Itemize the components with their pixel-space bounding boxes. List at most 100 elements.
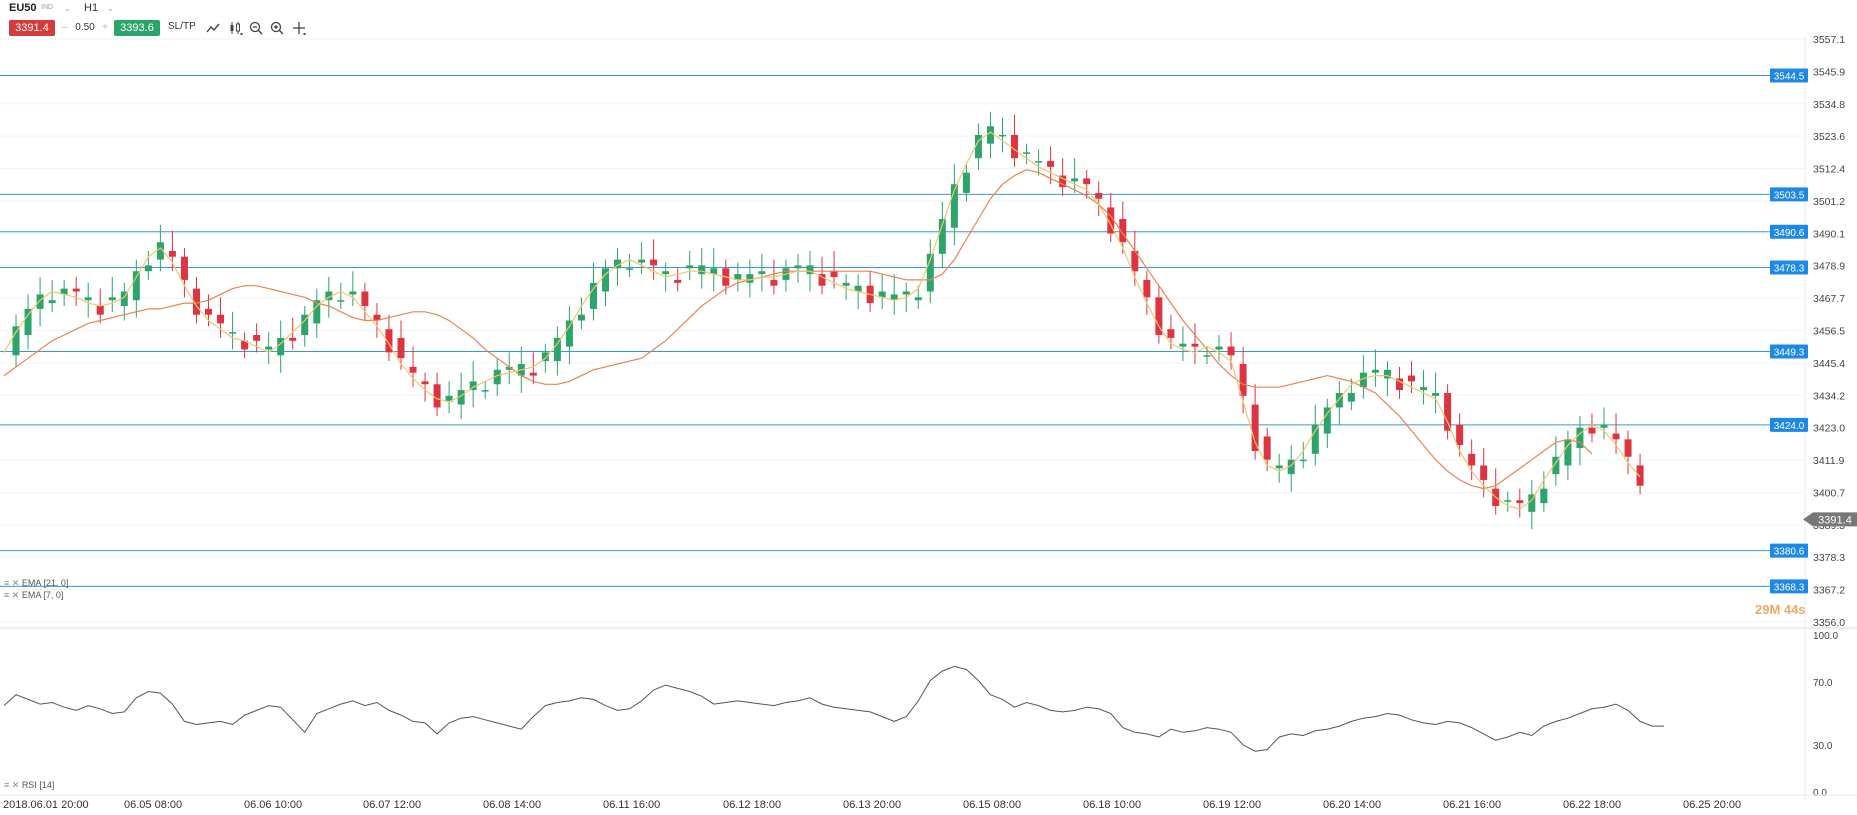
x-tick-label: 06.13 20:00 bbox=[843, 799, 901, 811]
candle-body bbox=[1155, 297, 1163, 335]
drag-handle-icon[interactable]: ≡ ✕ bbox=[4, 780, 20, 790]
level-tag-label: 3368.3 bbox=[1774, 582, 1805, 593]
candle-body bbox=[938, 219, 946, 254]
x-tick-label: 06.21 16:00 bbox=[1443, 799, 1501, 811]
x-tick-label: 06.22 18:00 bbox=[1563, 799, 1621, 811]
candle-body bbox=[1383, 369, 1391, 379]
candle-body bbox=[144, 265, 152, 272]
candle-body bbox=[1636, 465, 1644, 486]
timeframe-chevron-icon[interactable]: ⌄ bbox=[107, 4, 114, 13]
timeframe-select[interactable]: H1 bbox=[84, 2, 99, 14]
level-tag-label: 3424.0 bbox=[1774, 421, 1805, 432]
candle-body bbox=[674, 279, 682, 283]
candle-body bbox=[842, 282, 850, 286]
symbol-chevron-icon[interactable]: ⌄ bbox=[64, 4, 71, 13]
candle-body bbox=[277, 337, 285, 356]
y-tick-label: 3423.0 bbox=[1813, 423, 1845, 435]
candle-body bbox=[421, 381, 429, 385]
rsi-tick-label: 100.0 bbox=[1813, 631, 1838, 642]
candle-body bbox=[1167, 329, 1175, 338]
candle-body bbox=[1047, 161, 1055, 167]
y-tick-label: 3445.4 bbox=[1813, 358, 1845, 370]
level-tag bbox=[1770, 417, 1808, 432]
candle-body bbox=[974, 134, 982, 159]
candle-body bbox=[818, 274, 826, 286]
candle-body bbox=[168, 250, 176, 257]
rsi-line bbox=[3, 665, 1665, 752]
symbol-name[interactable]: EU50 bbox=[9, 2, 37, 14]
current-price-label: 3391.4 bbox=[1818, 514, 1852, 526]
candle-body bbox=[794, 265, 802, 269]
candle-body bbox=[1600, 424, 1608, 428]
candle-body bbox=[1456, 424, 1464, 446]
candle-body bbox=[24, 308, 32, 335]
candles-icon[interactable] bbox=[228, 20, 244, 36]
candle-body bbox=[1095, 192, 1103, 199]
y-tick-label: 3545.9 bbox=[1813, 66, 1845, 78]
sltp-button[interactable]: SL/TP bbox=[168, 21, 196, 32]
crosshair-icon[interactable] bbox=[291, 20, 307, 36]
volume-stepper[interactable]: – 0.50 + bbox=[60, 20, 110, 36]
candle-body bbox=[626, 268, 634, 270]
rsi-legend[interactable]: ≡ ✕ RSI [14] bbox=[4, 780, 54, 791]
candle-body bbox=[96, 306, 104, 315]
y-tick-label: 3501.2 bbox=[1813, 196, 1845, 208]
candle-body bbox=[1251, 404, 1259, 451]
candle-body bbox=[1335, 392, 1343, 408]
candle-body bbox=[12, 326, 20, 356]
candle-body bbox=[1468, 453, 1476, 466]
ema21-label: EMA [21, 0] bbox=[21, 578, 69, 588]
candle-body bbox=[914, 297, 922, 301]
plus-icon[interactable]: + bbox=[102, 22, 108, 33]
x-tick-label: 06.12 18:00 bbox=[723, 799, 781, 811]
candle-body bbox=[1239, 363, 1247, 396]
candle-body bbox=[1480, 465, 1488, 480]
candle-body bbox=[253, 334, 261, 341]
ema7-legend[interactable]: ≡ ✕ EMA [7, 0] bbox=[4, 590, 63, 601]
candle-body bbox=[962, 172, 970, 193]
y-tick-label: 3557.1 bbox=[1813, 34, 1845, 46]
candle-body bbox=[1444, 392, 1452, 431]
candle-body bbox=[854, 285, 862, 292]
candle-body bbox=[638, 259, 646, 263]
candle-body bbox=[710, 268, 718, 275]
candle-body bbox=[1359, 372, 1367, 388]
candle-body bbox=[1287, 459, 1295, 475]
candle-body bbox=[1540, 488, 1548, 504]
drag-handle-icon[interactable]: ≡ ✕ bbox=[4, 578, 20, 588]
candle-body bbox=[1408, 375, 1416, 382]
ema21-legend[interactable]: ≡ ✕ EMA [21, 0] bbox=[4, 578, 68, 589]
candle-body bbox=[1528, 494, 1536, 512]
y-tick-label: 3378.3 bbox=[1813, 552, 1845, 564]
volume-value[interactable]: 0.50 bbox=[75, 22, 95, 33]
candle-body bbox=[541, 352, 549, 362]
candle-body bbox=[1612, 433, 1620, 440]
candle-body bbox=[577, 314, 585, 321]
candle-body bbox=[698, 265, 706, 275]
candle-body bbox=[1059, 175, 1067, 188]
line-chart-icon[interactable] bbox=[205, 20, 221, 36]
zoom-in-icon[interactable] bbox=[269, 20, 285, 36]
level-tag-label: 3503.5 bbox=[1774, 190, 1805, 201]
candle-body bbox=[373, 314, 381, 321]
candle-body bbox=[950, 184, 958, 228]
drag-handle-icon[interactable]: ≡ ✕ bbox=[4, 590, 20, 600]
chart-toolbar: EU50 IND ⌄ H1 ⌄ 3391.4 – 0.50 + 3393.6 S… bbox=[0, 0, 330, 40]
buy-button[interactable]: 3393.6 bbox=[114, 20, 160, 36]
x-tick-label: 06.19 12:00 bbox=[1203, 799, 1261, 811]
sell-button[interactable]: 3391.4 bbox=[9, 20, 55, 36]
zoom-out-icon[interactable] bbox=[248, 20, 264, 36]
candle-body bbox=[1215, 346, 1223, 350]
current-price-tag bbox=[1803, 512, 1857, 527]
candle-body bbox=[1323, 407, 1331, 434]
candle-body bbox=[998, 134, 1006, 137]
candle-body bbox=[301, 314, 309, 335]
level-tag-label: 3380.6 bbox=[1774, 547, 1805, 558]
candle-body bbox=[433, 384, 441, 408]
y-tick-label: 3456.5 bbox=[1813, 326, 1845, 338]
candle-body bbox=[1564, 439, 1572, 466]
minus-icon[interactable]: – bbox=[62, 22, 68, 33]
y-tick-label: 3467.7 bbox=[1813, 293, 1845, 305]
candle-body bbox=[361, 291, 369, 307]
